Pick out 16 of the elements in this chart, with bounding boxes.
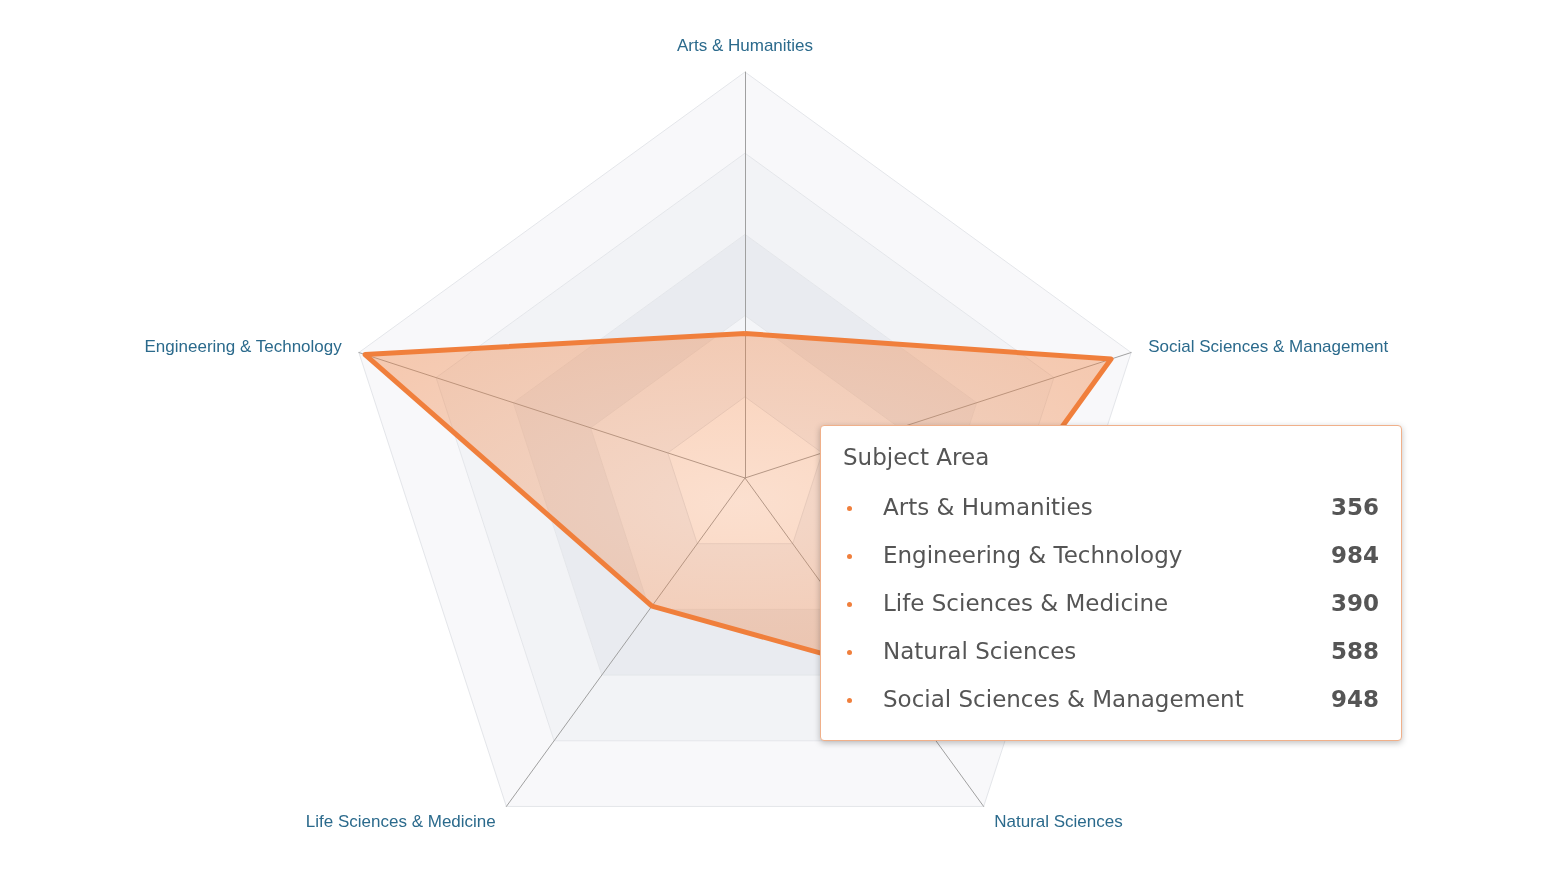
spoke-label: Life Sciences & Medicine [305,811,496,831]
data-label: 984 [1330,541,1379,570]
spoke-label: Engineering & Technology [144,337,343,357]
category-label: Life Sciences & Medicine [883,589,1170,618]
spoke-label: Natural Sciences [994,811,1123,831]
category-label: Natural Sciences [883,637,1078,666]
data-label: 588 [1330,637,1379,666]
spoke-label: Social Sciences & Management [1148,337,1389,357]
category-label: Arts & Humanities [883,493,1094,522]
data-label: 356 [1330,493,1379,522]
category-label: Social Sciences & Management [883,685,1245,714]
spoke-label: Arts & Humanities [676,36,814,55]
category-label: Engineering & Technology [883,541,1184,570]
data-label: 390 [1330,589,1379,618]
data-label: 948 [1330,685,1379,714]
text: Subject Area [843,444,991,470]
